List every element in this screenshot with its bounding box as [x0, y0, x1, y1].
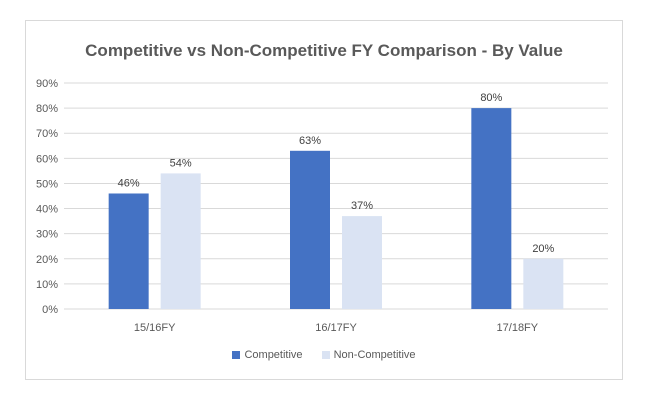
- x-tick-label: 17/18FY: [497, 322, 539, 334]
- y-tick-label: 30%: [36, 229, 58, 241]
- chart-frame: Competitive vs Non-Competitive FY Compar…: [25, 20, 623, 380]
- y-tick-label: 70%: [36, 128, 58, 140]
- legend-item-non-competitive: Non-Competitive: [321, 349, 416, 361]
- bar-non-competitive: [523, 258, 564, 309]
- chart-title: Competitive vs Non-Competitive FY Compar…: [85, 41, 563, 60]
- data-label: 63%: [299, 135, 321, 147]
- y-tick-label: 80%: [36, 103, 58, 115]
- data-label: 46%: [118, 177, 140, 189]
- y-tick-label: 60%: [36, 153, 58, 165]
- y-tick-label: 10%: [36, 279, 58, 291]
- data-label: 37%: [351, 200, 373, 212]
- data-label: 80%: [480, 92, 502, 104]
- y-tick-label: 40%: [36, 204, 58, 216]
- bar-competitive: [471, 108, 512, 309]
- data-label: 54%: [170, 157, 192, 169]
- x-tick-label: 16/17FY: [315, 322, 357, 334]
- y-tick-label: 90%: [36, 78, 58, 90]
- legend-item-competitive: Competitive: [232, 349, 303, 361]
- plot-area: 0% 10% 20% 30% 40% 50% 60% 70% 80% 90% 46% 54% 15/16…: [36, 78, 608, 334]
- bar-competitive: [290, 150, 330, 309]
- legend-label-competitive: Competitive: [244, 349, 303, 361]
- bar-non-competitive: [160, 173, 201, 309]
- legend-swatch-competitive: [232, 351, 241, 359]
- legend: Competitive Non-Competitive: [26, 349, 622, 362]
- bar-non-competitive: [342, 216, 382, 309]
- y-tick-label: 50%: [36, 178, 58, 190]
- data-label: 20%: [532, 243, 554, 255]
- legend-label-non-competitive: Non-Competitive: [333, 349, 416, 361]
- x-tick-label: 15/16FY: [134, 322, 176, 334]
- legend-swatch-non-competitive: [321, 351, 330, 359]
- y-tick-label: 0%: [42, 304, 58, 316]
- bar-competitive: [108, 193, 149, 309]
- y-tick-label: 20%: [36, 254, 58, 266]
